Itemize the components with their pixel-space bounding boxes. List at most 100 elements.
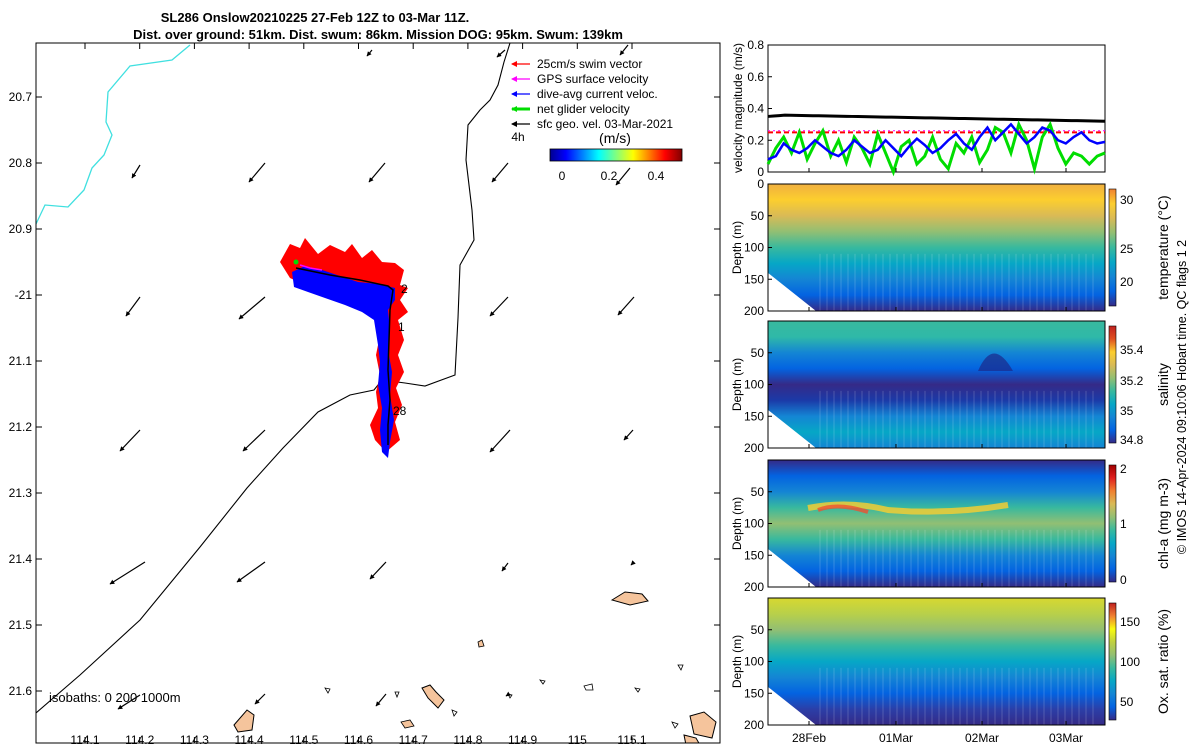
legend-arrowhead <box>511 76 517 82</box>
time-tick-label: 03Mar <box>1049 731 1083 745</box>
map-x-tick-label: 115 <box>568 733 587 747</box>
island <box>324 687 331 694</box>
legend-arrowhead <box>511 121 517 127</box>
time-tag: 4h <box>511 130 524 144</box>
map-x-tick-label: 114.5 <box>289 733 318 747</box>
velocity-y-tick-label: 0.8 <box>747 38 764 52</box>
depth-tick-label: 50 <box>751 209 765 223</box>
glider-track <box>280 238 408 458</box>
geo-velocity-arrow <box>242 429 266 452</box>
day-label-1: 1 <box>398 320 405 334</box>
island <box>583 683 594 691</box>
geo-velocity-arrow <box>119 429 141 452</box>
map-y-tick-label: 20.9 <box>9 222 33 236</box>
map-y-tick-label: 20.7 <box>9 90 33 104</box>
coastline <box>36 44 191 225</box>
velocity-y-tick-label: 0.4 <box>747 102 764 116</box>
depth-tick-label: 150 <box>744 272 764 286</box>
legend-label: sfc geo. vel. 03-Mar-2021 <box>537 117 673 131</box>
profile-heatmap <box>768 460 1105 587</box>
colorbar-tick-label: 30 <box>1120 193 1134 207</box>
map-y-tick-label: 21.5 <box>9 618 33 632</box>
legend-label: 25cm/s swim vector <box>537 57 642 71</box>
geo-velocity-arrow <box>238 296 266 320</box>
depth-tick-label: 150 <box>744 409 764 423</box>
depth-tick-label: 0 <box>757 177 764 191</box>
current-vectors <box>292 266 395 458</box>
map-y-tick-label: 21.6 <box>9 684 33 698</box>
velocity-y-tick-label: 0 <box>757 165 764 179</box>
depth-ylabel: Depth (m) <box>730 497 744 550</box>
geo-velocity-arrow <box>505 691 511 697</box>
island <box>400 719 415 729</box>
geo-velocity-arrows <box>109 44 636 710</box>
geo-velocity-arrow <box>491 162 509 183</box>
map-x-ticks: 114.1 114.2 114.3 114.4 114.5 114.6 114.7 114.8… <box>70 43 647 747</box>
geo-velocity-arrow <box>489 296 509 317</box>
map-x-tick-label: 114.9 <box>508 733 537 747</box>
colorbar-tick: 0.4 <box>648 169 665 183</box>
island <box>689 711 717 739</box>
geo-velocity-arrow <box>368 162 386 183</box>
geo-velocity-arrow <box>623 429 634 441</box>
legend-label: GPS surface velocity <box>537 72 648 86</box>
map-y-tick-label: 21.1 <box>9 354 33 368</box>
profile-panel-salinity: 50 100 150 200 Depth (m) 35.4 35.2 35 34.8 salini… <box>730 320 1171 455</box>
island <box>233 709 255 733</box>
profile-colorbar <box>1108 464 1117 583</box>
geo-velocity-arrow <box>366 49 373 57</box>
profile-colorbar <box>1108 188 1117 307</box>
velocity-series-line <box>766 120 1106 177</box>
chla-max-layer <box>817 504 869 514</box>
depth-tick-label: 200 <box>744 718 764 732</box>
map-x-tick-label: 114.1 <box>70 733 99 747</box>
legend-label: net glider velocity <box>537 102 630 116</box>
map-x-tick-label: 114.4 <box>235 733 264 747</box>
colorbar-tick-label: 50 <box>1120 695 1134 709</box>
geo-velocity-arrow <box>615 167 631 186</box>
profile-colorbar <box>1108 602 1117 721</box>
colorbar-label: chl-a (mg m-3) <box>1155 478 1171 569</box>
day-label-2: 2 <box>401 282 408 296</box>
colorbar-label: salinity <box>1155 363 1171 406</box>
isobath-note: isobaths: 0 200 1000m <box>49 690 181 705</box>
time-tick-label: 28Feb <box>792 731 826 745</box>
velocity-series <box>766 113 1106 177</box>
map-y-tick-label: 21.4 <box>9 552 33 566</box>
map-y-ticks: 20.7 20.8 20.9 -21 21.1 21.2 21.3 21.4 21.5 21.6 <box>9 90 720 698</box>
map-x-tick-label: 114.3 <box>180 733 209 747</box>
map-y-tick-label: 20.8 <box>9 156 33 170</box>
velocity-ylabel: velocity magnitude (m/s) <box>731 43 745 173</box>
copyright-note: © IMOS 14-Apr-2024 09:10:06 Hobart time.… <box>1175 240 1189 554</box>
depth-tick-label: 200 <box>744 580 764 594</box>
velocity-series-line <box>767 122 1106 161</box>
legend-arrowhead <box>511 106 517 112</box>
depth-tick-label: 150 <box>744 686 764 700</box>
time-ticks: 28Feb 01Mar 02Mar 03Mar <box>792 168 1083 745</box>
depth-tick-label: 100 <box>744 517 764 531</box>
geo-velocity-arrow <box>489 429 511 453</box>
colorbar-tick-label: 35.4 <box>1120 343 1144 357</box>
velocity-y-ticks: 0.8 0.6 0.4 0.2 0 <box>747 38 772 179</box>
island <box>677 664 684 671</box>
geo-velocity-arrow <box>109 561 146 585</box>
geo-velocity-arrow <box>496 49 506 58</box>
colorbar-tick-label: 25 <box>1120 242 1134 256</box>
island <box>634 687 641 693</box>
geo-velocity-arrow <box>501 562 509 572</box>
depth-ylabel: Depth (m) <box>730 635 744 688</box>
colorbar-tick-label: 0 <box>1120 573 1127 587</box>
profile-panel-temperature: 0 50 100 150 200 Depth (m) 30 25 20 temperature (… <box>730 177 1171 318</box>
map-y-tick-label: -21 <box>15 288 33 302</box>
geo-velocity-arrow <box>236 561 266 583</box>
geo-velocity-arrow <box>131 164 141 179</box>
day-label-28: 28 <box>393 404 407 418</box>
map-x-tick-label: 114.6 <box>344 733 373 747</box>
geo-velocity-arrow <box>117 694 141 710</box>
depth-tick-label: 50 <box>751 485 765 499</box>
net-velocity-marker <box>293 259 299 265</box>
velocity-series-line <box>767 113 1106 123</box>
isobath-line <box>36 43 511 714</box>
colorbar-tick-label: 20 <box>1120 275 1134 289</box>
